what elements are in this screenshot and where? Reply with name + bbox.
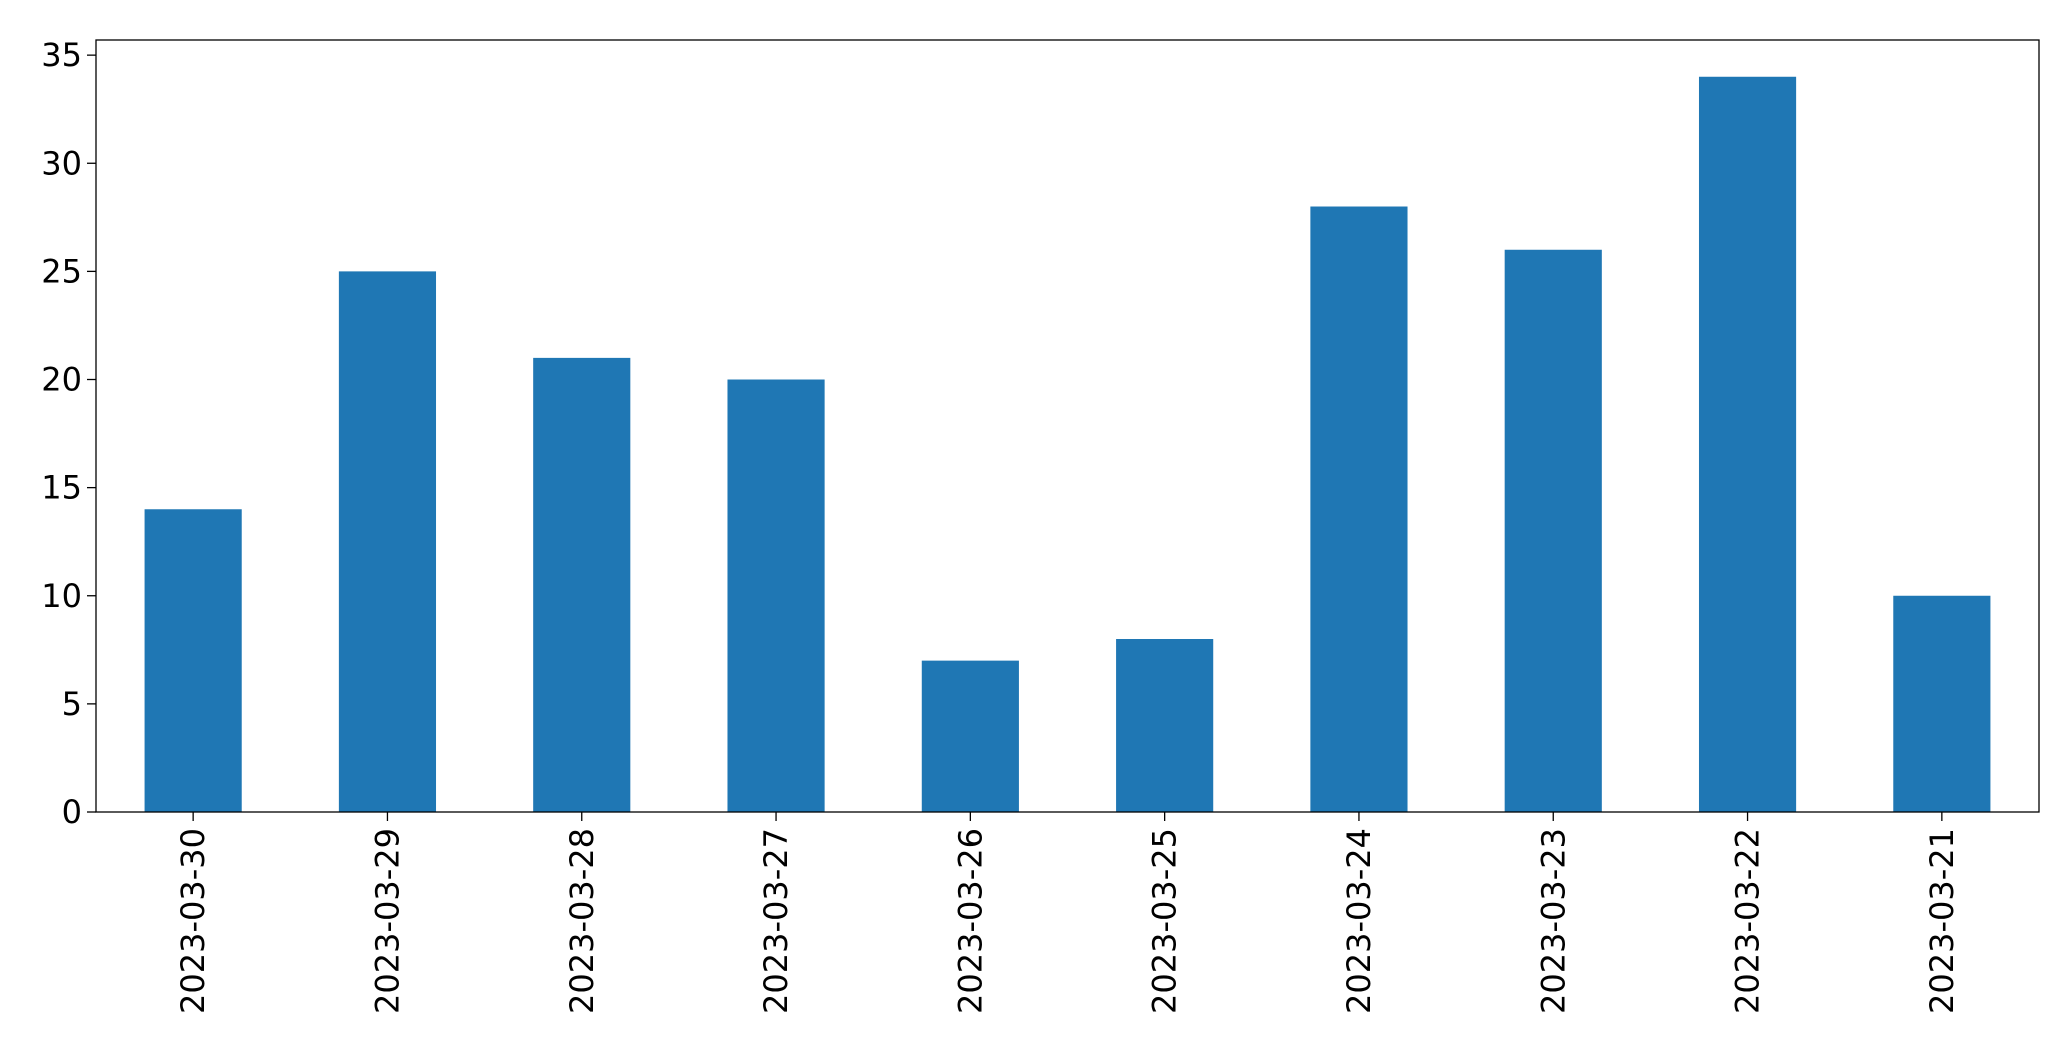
y-tick-label: 5 bbox=[62, 685, 82, 723]
x-tick-label: 2023-03-27 bbox=[757, 828, 795, 1014]
bar bbox=[1893, 595, 1991, 812]
y-tick-label: 15 bbox=[41, 469, 82, 507]
x-tick-label: 2023-03-21 bbox=[1923, 828, 1961, 1014]
bar bbox=[338, 271, 437, 812]
bar bbox=[727, 379, 825, 812]
bar bbox=[533, 357, 631, 812]
x-tick-label: 2023-03-24 bbox=[1340, 828, 1378, 1014]
y-tick-label: 20 bbox=[41, 361, 82, 399]
bar bbox=[921, 660, 1019, 812]
x-tick-label: 2023-03-26 bbox=[951, 828, 989, 1014]
bar bbox=[144, 509, 242, 812]
bar bbox=[1504, 249, 1602, 813]
bar bbox=[1310, 206, 1408, 812]
x-tick-label: 2023-03-22 bbox=[1729, 828, 1767, 1014]
y-tick-label: 10 bbox=[41, 577, 82, 615]
x-tick-label: 2023-03-23 bbox=[1534, 828, 1572, 1014]
plot-frame bbox=[95, 39, 2040, 813]
y-tick-label: 30 bbox=[41, 144, 82, 182]
y-tick-label: 35 bbox=[41, 36, 82, 74]
y-tick-label: 25 bbox=[41, 252, 82, 290]
x-tick-label: 2023-03-28 bbox=[563, 828, 601, 1014]
x-tick-label: 2023-03-25 bbox=[1146, 828, 1184, 1014]
bar bbox=[1116, 639, 1214, 812]
x-tick-label: 2023-03-29 bbox=[368, 828, 406, 1014]
x-tick-label: 2023-03-30 bbox=[174, 828, 212, 1014]
y-tick-label: 0 bbox=[62, 793, 82, 831]
bar bbox=[1698, 76, 1797, 812]
